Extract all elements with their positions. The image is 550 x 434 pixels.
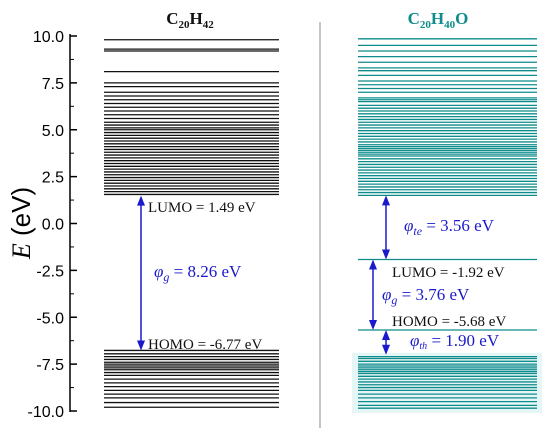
gap-arrow-c20h42 [137, 195, 145, 351]
homo-label-c20h42: HOMO = -6.77 eV [148, 337, 262, 353]
y-tick-label: -2.5 [36, 263, 64, 280]
y-ticks: 10.0 7.5 5.0 2.5 0.0 -2.5 -5.0 -7.5 -10.0 [28, 29, 77, 421]
levels-c20h40o [358, 38, 537, 409]
th-arrow [382, 330, 390, 355]
lumo-label-c20h42: LUMO = 1.49 eV [148, 200, 256, 216]
te-label-c20h40o: φte = 3.56 eV [404, 216, 495, 238]
y-tick-label: -5.0 [36, 310, 64, 327]
gap-arrow [137, 195, 145, 351]
y-axis-label: E (eV) [6, 187, 36, 260]
panel-c20h42: C20H42 LUMO = 1.49 eV HOMO = -6.77 eV φg… [104, 9, 279, 408]
levels-c20h42 [104, 39, 279, 408]
lumo-label-c20h40o: LUMO = -1.92 eV [392, 265, 505, 281]
y-tick-label: -10.0 [28, 404, 65, 421]
panel-title-c20h40o: C20H40O [408, 9, 469, 31]
y-tick-label: 2.5 [42, 170, 64, 187]
y-tick-label: 5.0 [42, 123, 64, 140]
te-arrow [382, 195, 390, 260]
gap-arrow [369, 259, 377, 330]
homo-label-c20h40o: HOMO = -5.68 eV [392, 314, 506, 330]
y-tick-label: 0.0 [42, 217, 64, 234]
panel-title-c20h42: C20H42 [166, 9, 214, 31]
panel-c20h40o: C20H40O LUMO = -1.92 eV HOMO = -5.68 eV … [352, 9, 542, 413]
trap-band [352, 352, 542, 413]
gap-arrows-c20h40o [369, 195, 390, 355]
th-label-c20h40o: φth = 1.90 eV [410, 331, 500, 352]
y-tick-label: 10.0 [33, 29, 64, 46]
y-tick-label: 7.5 [42, 76, 64, 93]
y-tick-label: -7.5 [36, 357, 64, 374]
gap-label-c20h40o: φg = 3.76 eV [382, 285, 470, 307]
gap-label-c20h42: φg = 8.26 eV [154, 262, 242, 284]
